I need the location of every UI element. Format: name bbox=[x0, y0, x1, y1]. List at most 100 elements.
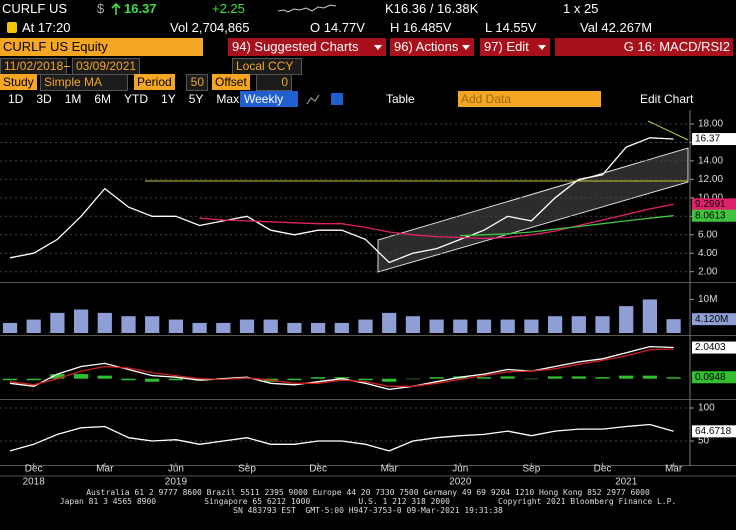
y-tick-label: 12.00 bbox=[698, 174, 723, 185]
table[interactable]: Table bbox=[386, 92, 415, 106]
range-button[interactable]: 6M bbox=[94, 92, 112, 106]
bar bbox=[192, 322, 207, 333]
last-value-box bbox=[692, 371, 736, 384]
footer-line: Japan 81 3 4565 8900 Singapore 65 6212 1… bbox=[59, 497, 677, 506]
bar bbox=[334, 322, 349, 333]
bar bbox=[476, 377, 492, 379]
ticker: CURLF US bbox=[2, 1, 68, 16]
last-value-label: 9.2991 bbox=[695, 199, 726, 210]
bar bbox=[239, 319, 255, 333]
currency: $ bbox=[97, 1, 105, 16]
bar bbox=[2, 378, 18, 381]
bar bbox=[642, 375, 658, 379]
start-date[interactable]: 11/02/2018 bbox=[0, 58, 68, 75]
bar bbox=[405, 378, 421, 380]
volume: Vol 2,704,865 bbox=[170, 20, 250, 35]
offset-label: Offset bbox=[212, 74, 250, 90]
chart: 2.004.006.008.0010.0012.0014.0016.0018.0… bbox=[0, 108, 736, 486]
range-button[interactable]: 1M bbox=[64, 92, 82, 106]
bar bbox=[524, 319, 539, 333]
x-tick-label: Dec bbox=[594, 464, 612, 475]
study-label: Study bbox=[0, 74, 37, 90]
bar bbox=[595, 316, 610, 333]
range-button[interactable]: 1D bbox=[8, 92, 24, 106]
bar bbox=[192, 378, 207, 381]
x-tick-label: Dec bbox=[309, 464, 327, 475]
bar bbox=[26, 319, 41, 333]
bar bbox=[619, 375, 634, 379]
x-tick-label: Mar bbox=[665, 464, 683, 475]
bar bbox=[121, 316, 136, 333]
chart-bg bbox=[0, 108, 736, 486]
bar bbox=[547, 316, 563, 333]
bar bbox=[476, 319, 492, 333]
y-tick-label: 2.00 bbox=[698, 266, 718, 277]
bar bbox=[216, 322, 231, 333]
range-button[interactable]: Max bbox=[216, 92, 240, 106]
security[interactable]: CURLF US Equity bbox=[0, 38, 203, 56]
series-line bbox=[199, 203, 674, 240]
currency-mode[interactable]: Local CCY bbox=[232, 58, 302, 75]
bar bbox=[595, 377, 610, 379]
bid-ask: K16.36 / 16.38K bbox=[385, 1, 479, 16]
last-value-label: 8.0613 bbox=[695, 210, 726, 221]
last-value-box bbox=[692, 198, 736, 211]
last-value-box bbox=[692, 133, 736, 146]
x-tick-label: Sep bbox=[523, 464, 541, 475]
last-value-box bbox=[692, 425, 736, 438]
range-button[interactable]: YTD bbox=[124, 92, 149, 106]
suggested-charts[interactable]: 94) Suggested Charts bbox=[228, 38, 386, 56]
period[interactable]: 50 bbox=[186, 74, 208, 91]
last-price: 16.37 bbox=[124, 1, 157, 16]
chart-icons[interactable] bbox=[305, 92, 345, 106]
bar bbox=[50, 312, 65, 333]
footer-line: SN 483793 EST GMT-5:00 H947-3753-0 09-Ma… bbox=[233, 506, 503, 515]
up-arrow bbox=[111, 3, 121, 15]
range-button[interactable]: 1Y bbox=[161, 92, 176, 106]
x-year-label: 2019 bbox=[165, 477, 188, 486]
range-button[interactable]: 5Y bbox=[188, 92, 204, 106]
bar bbox=[666, 319, 681, 333]
bar bbox=[310, 322, 326, 333]
series-line bbox=[460, 215, 674, 237]
end-date[interactable]: 03/09/2021 bbox=[72, 58, 141, 75]
add-data[interactable]: Add Data bbox=[458, 91, 601, 107]
x-tick-label: Dec bbox=[25, 464, 43, 475]
bar bbox=[26, 378, 41, 381]
y-tick-label: 14.00 bbox=[698, 156, 723, 167]
series-line bbox=[9, 137, 674, 264]
bar bbox=[97, 375, 112, 379]
range-button[interactable]: 3D bbox=[36, 92, 52, 106]
bar bbox=[571, 376, 586, 379]
edit[interactable]: 97) Edit bbox=[480, 38, 550, 56]
bar bbox=[524, 378, 539, 380]
x-tick-label: Jun bbox=[452, 464, 468, 475]
series-line bbox=[9, 423, 674, 452]
size: 1 x 25 bbox=[563, 1, 599, 16]
bar bbox=[571, 316, 586, 333]
bar bbox=[382, 312, 397, 333]
bar bbox=[500, 319, 515, 333]
edit-chart[interactable]: Edit Chart bbox=[640, 92, 694, 106]
x-year-label: 2020 bbox=[449, 477, 472, 486]
bar bbox=[334, 377, 349, 379]
bar bbox=[405, 316, 421, 333]
bar bbox=[263, 319, 278, 333]
last-value-label: 2.0403 bbox=[695, 342, 726, 353]
bar bbox=[429, 377, 444, 379]
offset[interactable]: 0 bbox=[256, 74, 292, 91]
bar bbox=[168, 319, 184, 333]
x-tick-label: Sep bbox=[238, 464, 256, 475]
time: At 17:20 bbox=[22, 20, 71, 35]
bar bbox=[666, 377, 681, 379]
last-value-label: 0.0948 bbox=[695, 372, 726, 383]
high: H 16.485V bbox=[390, 20, 452, 35]
footer-line: Australia 61 2 9777 8600 Brazil 5511 239… bbox=[86, 488, 650, 497]
period-label: Period bbox=[134, 74, 175, 90]
frequency[interactable]: Weekly bbox=[240, 91, 298, 107]
sparkline bbox=[278, 4, 336, 13]
alert-icon[interactable] bbox=[6, 21, 18, 34]
study[interactable]: Simple MA bbox=[40, 74, 128, 91]
actions[interactable]: 96) Actions bbox=[390, 38, 474, 56]
last-value-label: 64.6718 bbox=[695, 426, 732, 437]
